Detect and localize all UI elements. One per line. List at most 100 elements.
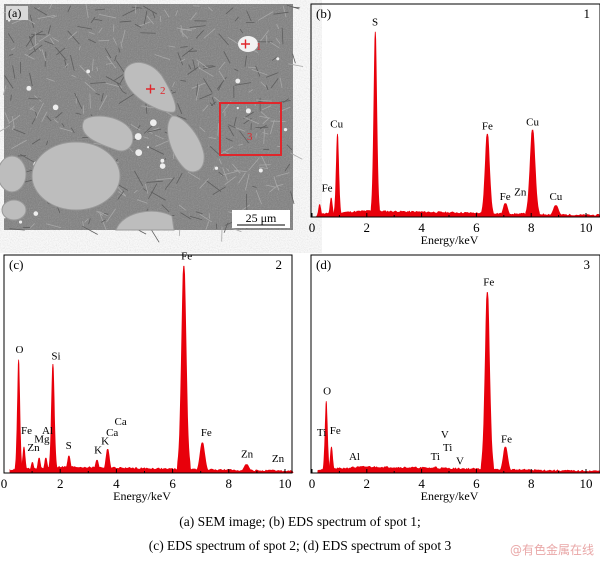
needle xyxy=(199,126,206,133)
needle xyxy=(180,28,197,31)
needle xyxy=(199,93,213,100)
needle xyxy=(218,61,226,70)
needle xyxy=(205,221,210,230)
bright-dot xyxy=(245,108,251,114)
needle xyxy=(159,15,162,23)
needle xyxy=(51,37,60,42)
needle xyxy=(11,47,16,51)
particle xyxy=(81,115,134,152)
needle xyxy=(177,103,183,115)
needle xyxy=(114,74,124,81)
panel-label: (d) xyxy=(316,257,331,272)
needle xyxy=(143,188,148,192)
needle xyxy=(96,66,99,72)
needle xyxy=(263,129,265,144)
spectrum-peak xyxy=(545,205,567,217)
needle xyxy=(145,183,149,194)
needle xyxy=(4,75,14,89)
peak-label: Fe xyxy=(21,425,32,437)
needle xyxy=(290,191,295,205)
peak-label: Zn xyxy=(272,453,285,465)
needle xyxy=(8,114,21,124)
needle xyxy=(154,54,171,60)
needle xyxy=(212,186,226,196)
needle xyxy=(232,163,241,174)
needle xyxy=(245,173,250,191)
needle xyxy=(255,189,262,205)
needle xyxy=(189,215,203,221)
needle xyxy=(95,92,100,96)
needle xyxy=(85,3,89,19)
particle xyxy=(31,141,121,211)
needle xyxy=(202,65,216,70)
spectrum-peak xyxy=(325,197,337,217)
needle xyxy=(239,130,250,144)
needle xyxy=(197,62,200,70)
spectrum-peak xyxy=(478,133,497,217)
needle xyxy=(243,117,252,125)
spectrum-peak xyxy=(522,129,543,217)
peak-label: V xyxy=(456,455,464,467)
needle xyxy=(172,81,175,87)
needle xyxy=(7,33,15,44)
needle xyxy=(180,79,187,82)
spectrum-peak xyxy=(326,446,337,473)
peak-label: K xyxy=(101,436,109,448)
needle xyxy=(46,78,55,82)
needle xyxy=(146,180,163,183)
needle xyxy=(4,112,11,124)
needle xyxy=(178,229,181,236)
spectrum-peak xyxy=(314,204,325,217)
needle xyxy=(218,171,224,177)
needle xyxy=(2,85,7,96)
needle xyxy=(77,26,93,30)
x-axis-label: Energy/keV xyxy=(113,489,171,503)
needle xyxy=(28,44,43,56)
peak-label: K xyxy=(94,444,102,456)
needle xyxy=(67,5,72,13)
needle xyxy=(88,218,91,225)
needle xyxy=(89,93,91,109)
needle xyxy=(265,85,269,90)
needle xyxy=(247,66,257,69)
needle xyxy=(195,211,203,215)
needle xyxy=(143,136,149,139)
needle xyxy=(88,38,96,44)
needle xyxy=(136,199,148,204)
needle xyxy=(260,30,269,42)
spot-number: 1 xyxy=(584,6,591,21)
particle xyxy=(0,155,27,193)
peak-label: Zn xyxy=(27,442,40,454)
needle xyxy=(262,118,270,125)
scale-bar-label: 25 μm xyxy=(246,211,277,225)
x-tick-label: 4 xyxy=(418,220,425,235)
needle xyxy=(41,49,47,62)
needle xyxy=(252,185,257,188)
panel-label: (a) xyxy=(8,6,21,20)
needle xyxy=(55,46,67,61)
bright-dot xyxy=(134,133,142,140)
spectrum-peak xyxy=(192,442,213,473)
needle xyxy=(188,64,192,70)
needle xyxy=(38,33,51,42)
needle xyxy=(231,227,242,233)
peak-label: Ti xyxy=(443,442,452,454)
needle xyxy=(46,115,52,122)
needle xyxy=(206,180,222,192)
needle xyxy=(234,82,252,86)
needle xyxy=(228,124,236,129)
needle xyxy=(122,91,127,95)
scale-bar-bg xyxy=(232,210,290,228)
x-tick-label: 8 xyxy=(528,476,535,491)
needle xyxy=(286,4,300,10)
peak-label: S xyxy=(372,16,378,28)
peak-label: Ti xyxy=(317,427,326,439)
needle xyxy=(13,128,26,135)
needle xyxy=(78,46,81,51)
spot-3-marker: 3 xyxy=(219,102,282,156)
needle xyxy=(275,37,281,44)
needle xyxy=(279,77,283,89)
needle xyxy=(121,29,126,43)
needle xyxy=(70,54,75,72)
